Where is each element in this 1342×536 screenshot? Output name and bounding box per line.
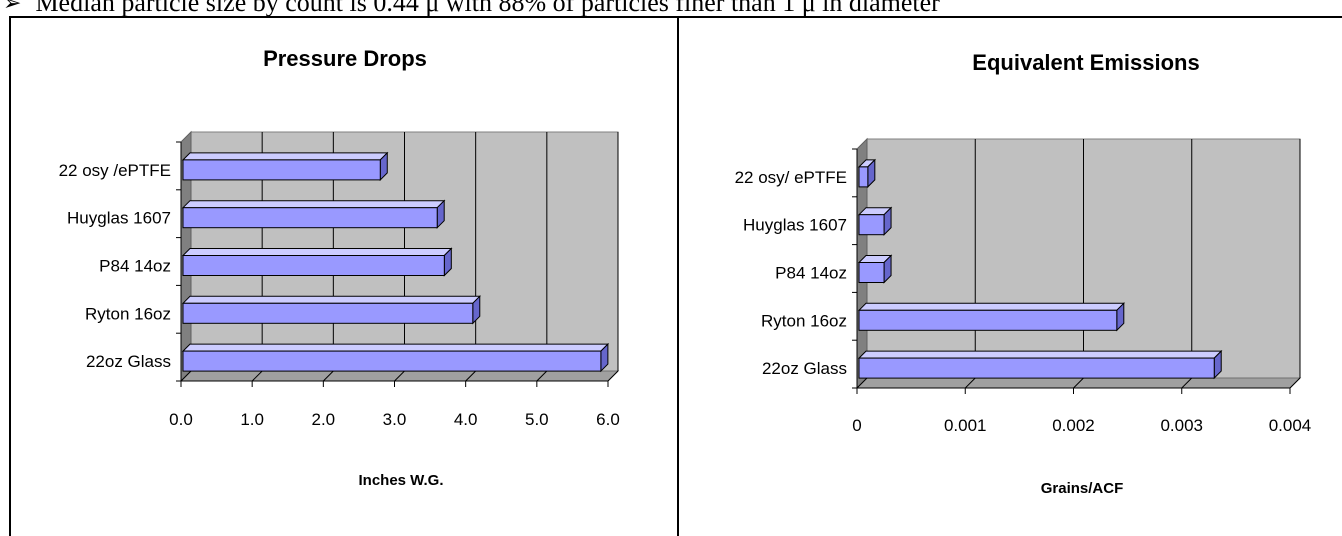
chart-title: Pressure Drops [263,46,427,71]
bar [858,357,1215,379]
floor-gridline [1289,377,1301,389]
x-tick-label: 0.001 [944,416,987,435]
bar [182,255,445,276]
category-label: Ryton 16oz [761,311,847,330]
bar [182,350,602,372]
bar-top [181,200,446,209]
arrow-bullet-icon: ➢ [3,0,22,15]
x-tick-label: 0.002 [1052,416,1095,435]
category-label: 22 osy/ ePTFE [735,168,847,187]
floor-gridline [964,377,976,389]
bar [182,159,381,181]
floor-gridline [322,370,334,382]
floor-gridline [536,370,548,382]
x-axis-title: Inches W.G. [358,472,443,489]
floor-gridline [251,370,263,382]
category-label: Huyglas 1607 [67,209,171,228]
equivalent-emissions-panel: Equivalent Emissions 0 0.001 0.002 0.003 0.00… [679,16,1342,536]
category-label: 22oz Glass [86,352,171,371]
bar-top [181,295,481,304]
floor-gridline [465,370,477,382]
category-label: 22 osy /ePTFE [59,161,171,180]
caption-text: Median particle size by count is 0.44 μ … [35,0,940,17]
x-tick-label: 0.004 [1269,416,1312,435]
bar-top [857,350,1223,359]
bar [858,309,1118,331]
x-tick-label: 1.0 [240,410,264,429]
bar-top [181,152,389,161]
bar [858,166,869,188]
floor-gridline [607,370,619,382]
bar-top [857,302,1126,311]
x-tick-label: 4.0 [454,410,478,429]
x-tick-label: 0.0 [169,410,193,429]
bar [858,262,885,283]
category-label: 22oz Glass [762,359,847,378]
bar-top [181,248,453,256]
x-tick-label: 3.0 [383,410,407,429]
category-label: Ryton 16oz [85,304,171,323]
floor-gridline [1073,377,1084,389]
x-tick-label: 0.003 [1160,416,1203,435]
floor-gridline [1181,377,1193,389]
bar [858,214,885,236]
pressure-drops-panel: Pressure Drops 0.0 1.0 2.0 3.0 4.0 5.0 6.0 Inche… [9,16,679,536]
bar [182,207,438,229]
x-tick-label: 2.0 [312,410,336,429]
category-label: Huyglas 1607 [743,216,847,235]
floor-gridline [394,370,405,382]
chart-title: Equivalent Emissions [972,50,1199,75]
pressure-drops-chart: Pressure Drops 0.0 1.0 2.0 3.0 4.0 5.0 6.0 Inche… [59,46,620,489]
x-tick-label: 6.0 [596,410,620,429]
bar-top [181,343,610,352]
x-axis-title: Grains/ACF [1041,480,1124,497]
bar [182,302,474,324]
x-tick-label: 0 [852,416,861,435]
category-label: P84 14oz [775,264,847,283]
floor-gridline [856,377,868,389]
equivalent-emissions-chart: Equivalent Emissions 0 0.001 0.002 0.003 0.00… [735,50,1312,497]
category-label: P84 14oz [99,257,171,276]
floor-gridline [180,370,192,382]
caption-line: ➢ Median particle size by count is 0.44 … [0,0,1342,18]
x-tick-label: 5.0 [525,410,549,429]
